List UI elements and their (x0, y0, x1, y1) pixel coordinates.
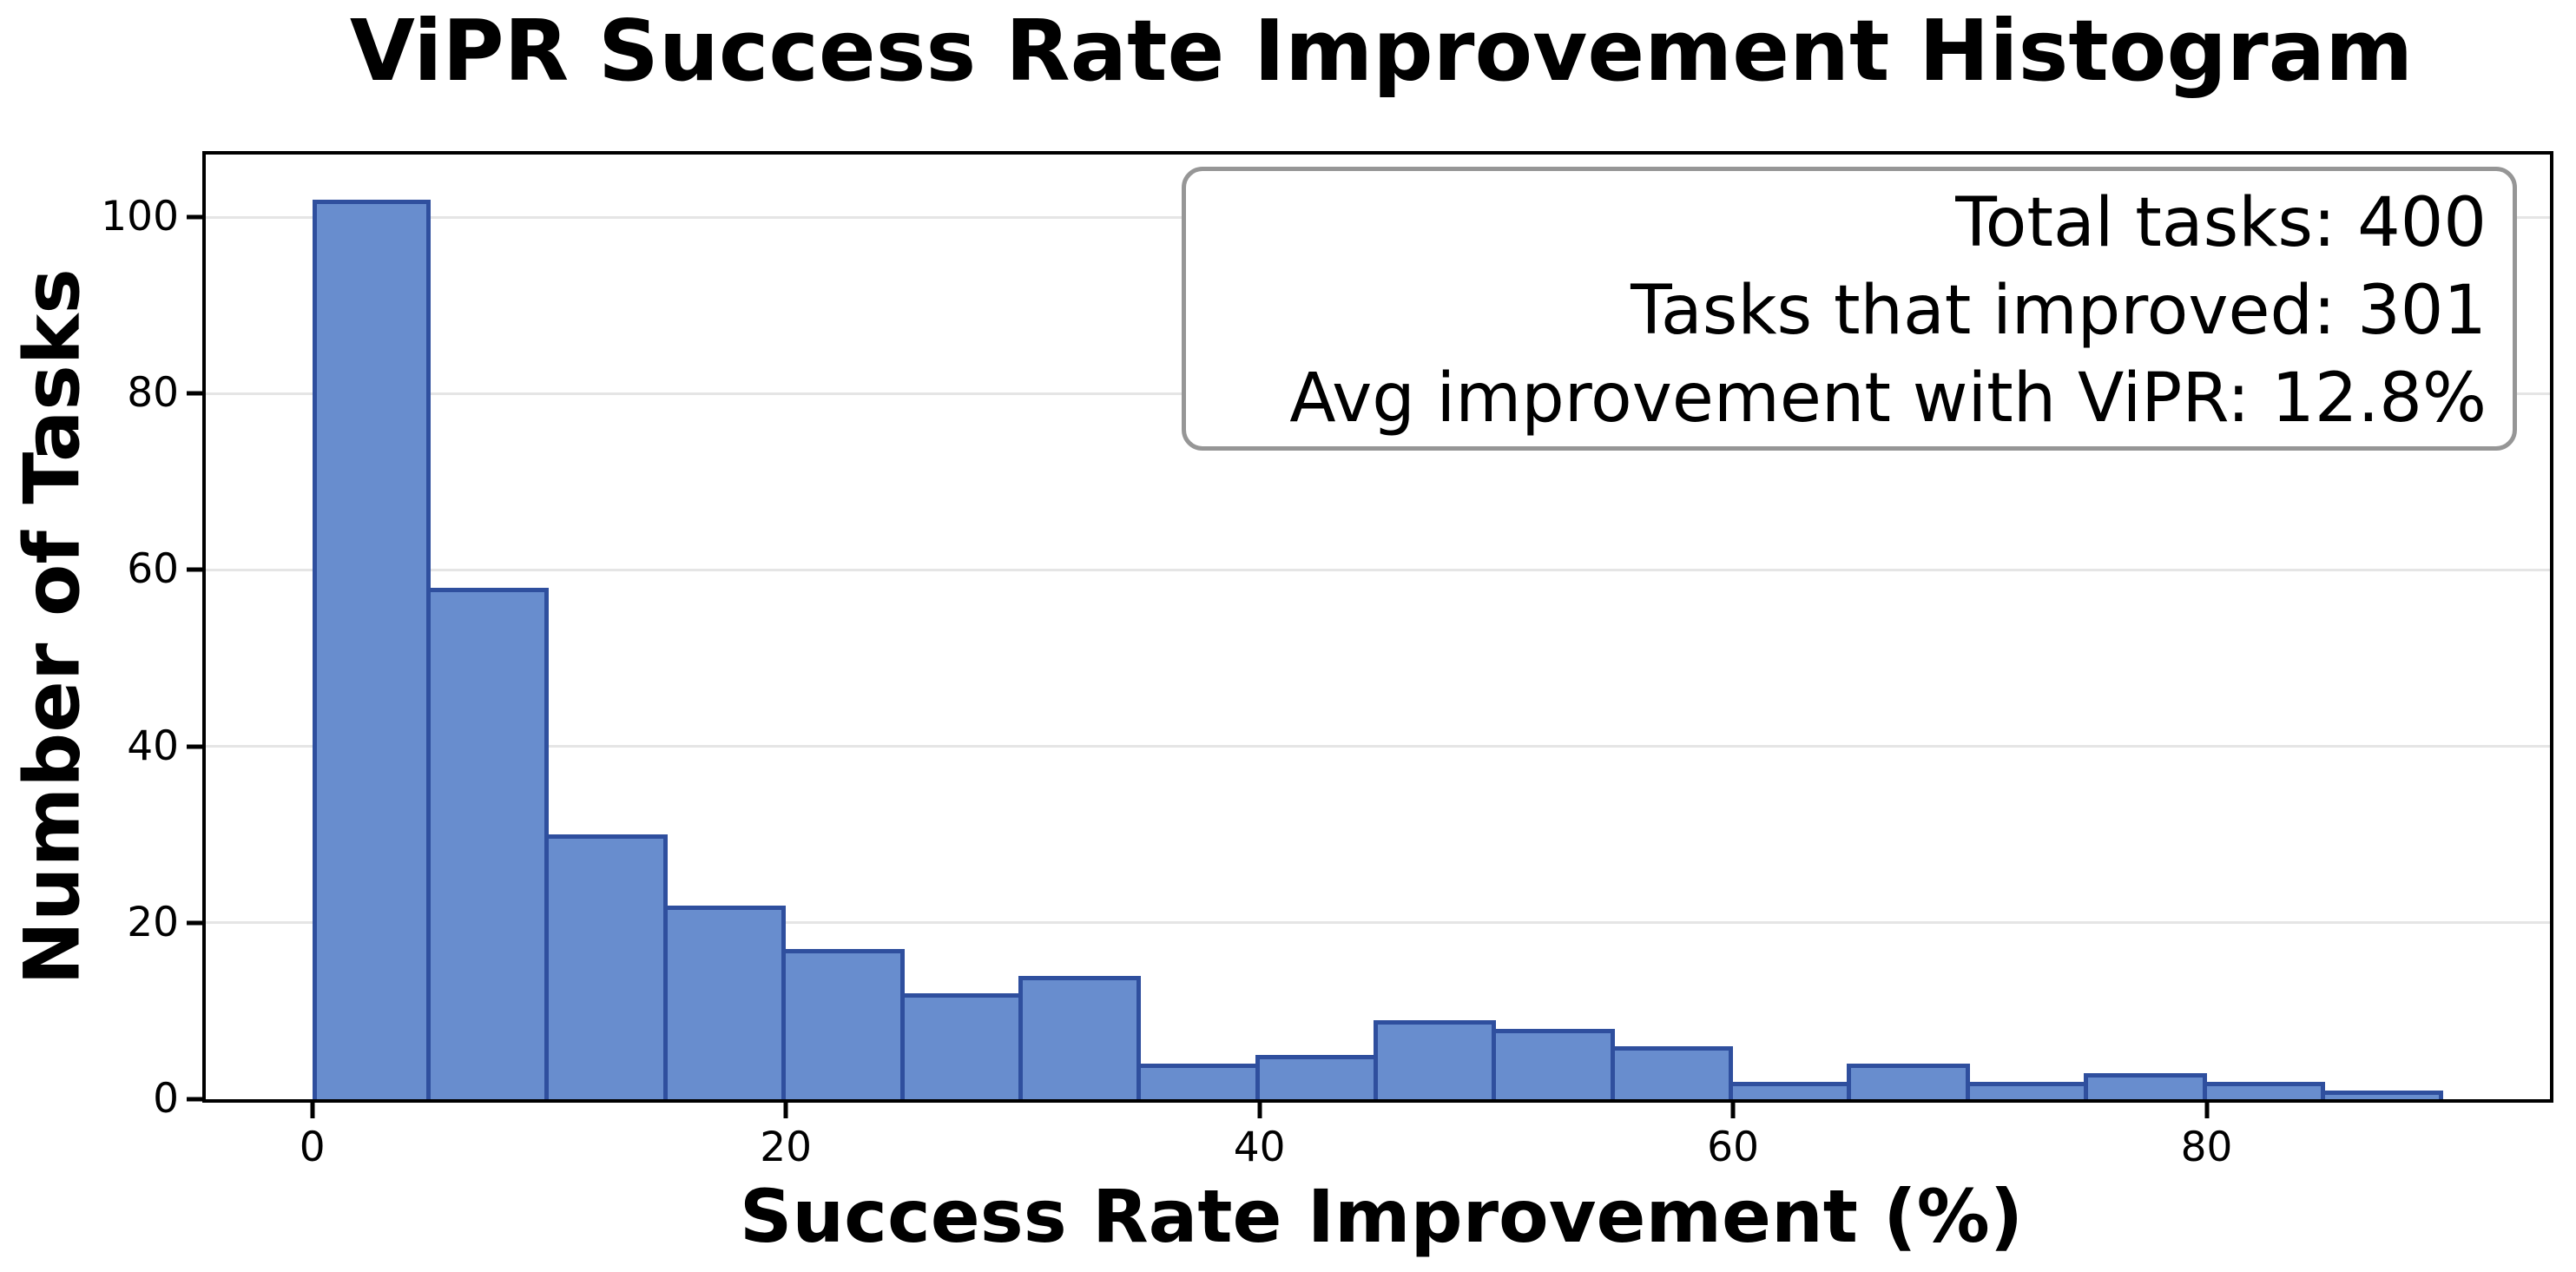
annotation-line-tasks-improved: Tasks that improved: 301 (1631, 272, 2487, 350)
annotation-line-avg-improvement: Avg improvement with ViPR: 12.8% (1289, 359, 2487, 438)
gridline (206, 921, 2550, 925)
histogram-bar (312, 199, 432, 1099)
x-tick-label: 60 (1707, 1124, 1759, 1171)
gridline (206, 745, 2550, 748)
histogram-bar (899, 993, 1023, 1099)
x-tick-mark (783, 1103, 788, 1118)
histogram-bar (1136, 1064, 1260, 1099)
histogram-bar (1610, 1046, 1734, 1099)
histogram-bar (2202, 1081, 2325, 1099)
histogram-bar (662, 905, 787, 1099)
x-tick-label: 80 (2180, 1124, 2233, 1171)
y-tick-label: 0 (153, 1075, 179, 1124)
chart-title: ViPR Success Rate Improvement Histogram (349, 2, 2414, 100)
histogram-bar (781, 949, 905, 1099)
histogram-bar (1255, 1055, 1378, 1099)
x-tick-mark (310, 1103, 315, 1118)
histogram-bar (544, 834, 668, 1099)
y-tick-mark (187, 1097, 202, 1102)
y-tick-mark (187, 744, 202, 749)
y-tick-mark (187, 214, 202, 220)
y-tick-label: 80 (127, 369, 179, 418)
x-tick-mark (2204, 1103, 2210, 1118)
histogram-bar (1729, 1081, 1852, 1099)
x-tick-label: 40 (1233, 1124, 1286, 1171)
x-tick-mark (1730, 1103, 1736, 1118)
histogram-bar (426, 587, 550, 1099)
histogram-bar (1374, 1019, 1497, 1099)
y-tick-label: 20 (127, 898, 179, 946)
y-tick-mark (187, 391, 202, 396)
y-tick-label: 60 (127, 545, 179, 594)
histogram-bar (1018, 975, 1142, 1099)
y-tick-mark (187, 920, 202, 926)
x-tick-mark (1257, 1103, 1262, 1118)
histogram-bar (1965, 1081, 2089, 1099)
annotation-line-total-tasks: Total tasks: 400 (1955, 184, 2487, 262)
annotation-box: Total tasks: 400 Tasks that improved: 30… (1182, 167, 2517, 451)
histogram-bar (1492, 1028, 1615, 1099)
histogram-bar (1847, 1064, 1970, 1099)
y-tick-label: 40 (127, 722, 179, 770)
y-tick-mark (187, 567, 202, 572)
histogram-bar (2320, 1090, 2444, 1099)
x-tick-label: 20 (760, 1124, 813, 1171)
x-tick-label: 0 (299, 1124, 326, 1171)
x-axis-label: Success Rate Improvement (%) (739, 1174, 2024, 1259)
y-tick-label: 100 (101, 193, 179, 241)
gridline (206, 568, 2550, 571)
histogram-bar (2084, 1072, 2207, 1099)
